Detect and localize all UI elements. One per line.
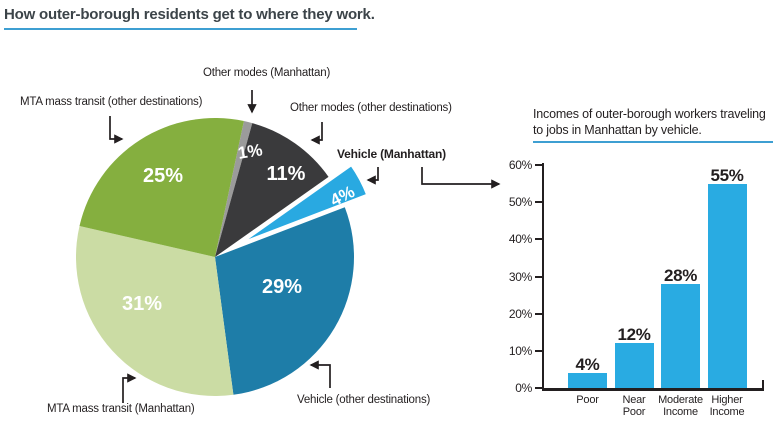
arrow-vehicle-manhattan-to-slice	[366, 167, 379, 185]
bar-chart-title-line2: to jobs in Manhattan by vehicle.	[533, 122, 702, 137]
label-vehicle-manhattan: Vehicle (Manhattan)	[337, 147, 446, 161]
title-underline	[4, 28, 357, 30]
y-tick	[535, 312, 543, 315]
arrow-mta-manhattan	[122, 373, 137, 403]
arrow-vehicle-manhattan-to-barchart	[421, 167, 501, 189]
pie-slice-other-modes-manhattan	[215, 121, 253, 257]
bar-chart: Incomes of outer-borough workers traveli…	[509, 100, 780, 446]
bar-chart-title-line1: Incomes of outer-borough workers traveli…	[533, 107, 766, 121]
y-tick-label: 40%	[508, 232, 532, 247]
label-mta-other-destinations: MTA mass transit (other destinations)	[20, 96, 203, 108]
x-category-label-line: Poor	[622, 405, 646, 418]
x-category-label-line: Income	[709, 405, 745, 418]
label-mta-manhattan: MTA mass transit (Manhattan)	[47, 403, 195, 415]
bar-value-label: 12%	[617, 325, 651, 345]
y-tick	[535, 275, 543, 278]
y-axis-line	[542, 163, 544, 388]
pie-slice-mta-mass-transit-manhattan	[75, 225, 234, 397]
x-category-label: Near Poor	[604, 394, 664, 418]
arrow-other-modes-other-destinations	[310, 122, 323, 145]
pie-chart: 1%11%4%29%31%25%	[75, 90, 501, 403]
bar-moderate-income	[661, 283, 700, 388]
x-category-label: Poor	[558, 394, 618, 407]
bar-value-label: 28%	[663, 265, 698, 285]
pie-slice-mta-mass-transit-other-destinations	[79, 118, 244, 258]
x-category-label-line: Near	[622, 394, 646, 406]
x-category-label-line: Income	[663, 405, 698, 418]
y-tick-label: 30%	[508, 269, 532, 284]
label-vehicle-other-destinations: Vehicle (other destinations)	[297, 394, 431, 406]
arrow-mta-other-destinations	[109, 116, 124, 144]
x-category-label: Moderate Income	[651, 394, 711, 418]
label-other-modes-other-destinations: Other modes (other destinations)	[290, 102, 452, 114]
x-category-label-line: Moderate	[658, 394, 703, 406]
label-other-modes-manhattan: Other modes (Manhattan)	[203, 67, 331, 79]
pie-slice-vehicle-manhattan	[236, 163, 370, 247]
pie-slices	[75, 118, 370, 397]
pie-value-label: 29%	[262, 276, 302, 298]
pie-value-label: 25%	[143, 165, 183, 187]
pie-slice-vehicle-other-destinations	[215, 207, 354, 395]
page-title: How outer-borough residents get to where…	[4, 6, 375, 23]
bar-chart-title: Incomes of outer-borough workers traveli…	[533, 107, 780, 138]
pie-slice-other-modes-other-destinations	[215, 123, 329, 257]
bar-higher-income	[707, 183, 747, 388]
y-tick-label: 0%	[515, 381, 532, 395]
bar-near-poor	[614, 343, 654, 388]
bar-chart-title-underline	[533, 141, 773, 143]
pie-value-label: 31%	[122, 293, 162, 315]
pie-value-label: 11%	[267, 163, 306, 185]
x-category-label-line: Higher	[711, 394, 743, 406]
bar-value-label: 55%	[710, 165, 744, 185]
x-category-label: Higher Income	[697, 394, 757, 418]
y-tick	[535, 164, 543, 166]
y-tick	[535, 238, 543, 241]
x-category-label-line: Poor	[576, 394, 599, 406]
pie-value-label: 1%	[237, 140, 264, 163]
x-axis-line	[542, 388, 764, 391]
y-tick-label: 10%	[508, 343, 532, 358]
y-tick	[535, 387, 543, 389]
bar-value-label: 4%	[575, 355, 600, 375]
y-tick-label: 60%	[508, 158, 532, 172]
x-axis-end-tick	[762, 380, 764, 388]
y-tick	[535, 349, 543, 352]
y-tick	[535, 201, 543, 204]
arrow-vehicle-other-destinations	[309, 360, 331, 388]
y-tick-label: 50%	[508, 195, 532, 210]
y-tick-label: 20%	[508, 306, 532, 321]
pie-value-labels: 1%11%4%29%31%25%	[122, 140, 358, 315]
bar-poor	[568, 373, 607, 388]
